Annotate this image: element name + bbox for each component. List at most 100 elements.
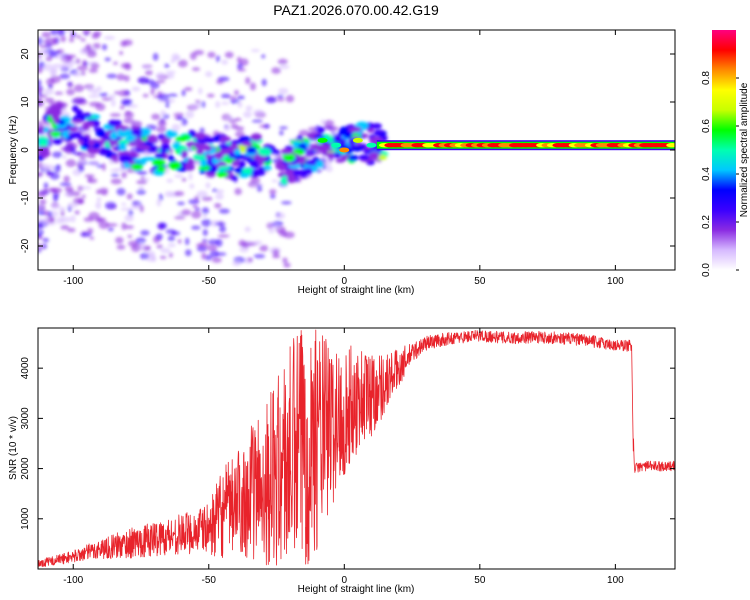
spectrogram-y-label: Frequency (Hz): [8, 116, 19, 185]
spectrogram-cell: [38, 227, 41, 234]
spectrogram-cell: [119, 154, 132, 163]
spectrogram-cell: [277, 163, 287, 172]
spectrogram-cell: [218, 208, 230, 214]
spectrogram-cell: [343, 130, 353, 139]
spectrogram-cell: [228, 151, 236, 159]
spectrogram-cell: [283, 262, 291, 268]
spectrogram-cell: [196, 149, 204, 155]
spectrogram-cell: [181, 134, 191, 140]
spectrogram-cell: [328, 126, 339, 132]
spectrogram-cell: [188, 199, 200, 205]
spectrogram-cell: [258, 166, 265, 173]
spectrogram-cell: [88, 68, 98, 74]
spectrogram-cell: [41, 31, 51, 38]
spectrogram-x-tick-label: 100: [607, 276, 624, 287]
spectrogram-cell: [119, 51, 124, 56]
spectrogram-x-tick-label: 50: [474, 276, 486, 287]
spectrogram-cell: [75, 58, 81, 64]
spectrogram-cell: [64, 186, 74, 193]
spectrogram-cell: [253, 240, 263, 246]
spectrogram-cell: [206, 93, 215, 98]
spectrogram-y-tick-label: -20: [20, 238, 31, 253]
spectrogram-cell: [257, 147, 272, 157]
spectrogram-cell: [155, 233, 163, 241]
spectrogram-cell: [74, 210, 80, 215]
spectrogram-cell: [229, 98, 240, 104]
spectrogram-cell: [224, 51, 234, 59]
spectrogram-cell: [233, 89, 240, 96]
spectrogram-cell: [173, 112, 185, 117]
spectrogram-cell: [46, 171, 55, 176]
spectrogram-cell: [67, 82, 72, 86]
spectrogram-cell: [77, 198, 83, 204]
spectrogram-cell: [38, 61, 46, 68]
spectrogram-cell: [154, 153, 165, 159]
spectrogram-cell: [110, 99, 116, 107]
spectrogram-cell: [90, 160, 100, 166]
spectrogram-cell: [65, 16, 69, 24]
spectrogram-cell: [224, 115, 234, 120]
spectrogram-cell: [271, 179, 278, 183]
spectrogram-cell: [212, 188, 218, 193]
colorbar-ticks: 0.0 0.2 0.4 0.6 0.8: [701, 71, 739, 277]
spectrogram-cell: [109, 113, 121, 118]
spectrogram-cell: [280, 200, 292, 205]
spectrogram-cell: [251, 168, 259, 178]
spectrogram-cell: [326, 152, 336, 158]
spectrogram-cell: [232, 260, 241, 267]
spectrogram-cell: [156, 198, 162, 207]
spectrogram-cell: [323, 119, 335, 127]
spectrogram-cell: [165, 70, 177, 74]
spectrogram-y-tick-label: 20: [20, 48, 31, 60]
spectrogram-cell: [189, 183, 195, 189]
spectrogram-cell: [82, 112, 92, 119]
spectrogram-cell: [206, 244, 218, 252]
spectrogram-cell: [66, 88, 75, 96]
spectrogram-cell: [47, 210, 53, 218]
spectrogram-cell: [130, 121, 143, 127]
spectrogram-cell: [109, 168, 119, 172]
spectrogram-cell: [80, 71, 86, 76]
spectrogram-cell: [168, 252, 173, 258]
spectrogram-cell: [234, 148, 241, 156]
spectrogram-cell: [203, 144, 212, 152]
spectrogram-cell: [201, 218, 212, 227]
snr-x-ticks: -100 -50 0 50 100: [63, 328, 624, 586]
spectrogram-cell: [217, 76, 230, 82]
spectrogram-cell: [38, 172, 44, 177]
spectrogram-cell: [214, 151, 224, 160]
spectrogram-cell: [238, 173, 250, 178]
spectrogram-cell: [103, 35, 116, 40]
snr-y-ticks: 1000 2000 3000 4000: [20, 357, 675, 530]
spectrogram-cell: [61, 63, 66, 71]
spectrogram-cell: [253, 254, 266, 259]
spectrogram-cell: [215, 101, 221, 108]
spectrogram-cell: [159, 255, 167, 260]
spectrogram-cell: [104, 57, 111, 62]
spectrogram-cell: [243, 111, 252, 118]
snr-x-label: Height of straight line (km): [298, 584, 415, 595]
spectrogram-cell: [261, 78, 267, 87]
spectrogram-cell: [181, 149, 188, 159]
spectrogram-cell: [115, 236, 124, 244]
spectrogram-cell: [276, 94, 284, 99]
spectrogram-cell: [70, 146, 76, 155]
colorbar-tick-label: 0.4: [701, 167, 712, 181]
spectrogram-cell: [198, 87, 203, 95]
spectrogram-cell: [101, 163, 106, 171]
spectrogram-cell: [245, 146, 257, 154]
spectrogram-cell: [75, 21, 83, 25]
spectrogram-y-tick-label: 10: [20, 96, 31, 108]
spectrogram-cell: [38, 37, 44, 45]
spectrogram-cell: [121, 222, 127, 231]
spectrogram-cell: [38, 56, 44, 62]
spectrogram-cell: [58, 119, 66, 125]
spectrogram-cell: [261, 54, 266, 59]
spectrogram-cell: [38, 100, 45, 108]
spectrogram-cell: [184, 162, 195, 172]
spectrogram-cell: [190, 103, 199, 110]
spectrogram-cell: [184, 249, 192, 257]
spectrogram-cell: [114, 91, 120, 95]
